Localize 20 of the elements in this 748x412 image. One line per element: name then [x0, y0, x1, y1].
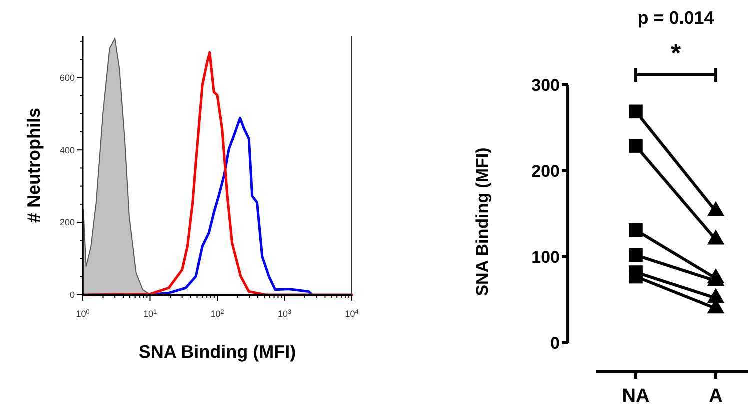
x-tick-label: 10$^{2}$	[210, 308, 225, 319]
text: *	[670, 38, 682, 68]
y-tick-label: 0	[70, 290, 75, 300]
y-tick-label: 600	[60, 72, 75, 83]
x-tick-label: 10$^{1}$	[143, 308, 158, 319]
y-tick-label: 200	[60, 218, 75, 228]
y-axis-title: # Neutrophils	[24, 108, 44, 224]
x-tick-label: A	[709, 386, 724, 407]
x-axis-title: SNA Binding (MFI)	[138, 342, 296, 362]
y-tick-label: 0	[550, 334, 560, 353]
y-axis-title: SNA Binding (MFI)	[473, 148, 492, 296]
y-tick-label: 200	[532, 162, 560, 181]
y-tick-label: 100	[532, 248, 560, 267]
x-tick-label: 10$^{4}$	[345, 308, 360, 319]
y-tick-label: 400	[60, 145, 75, 156]
text: p = 0.014	[638, 8, 714, 28]
y-tick-label: 300	[532, 76, 560, 95]
x-tick-label: 10$^{3}$	[278, 308, 292, 319]
x-tick-label: 10$^{0}$	[76, 308, 90, 319]
x-tick-label: NA	[622, 386, 650, 407]
